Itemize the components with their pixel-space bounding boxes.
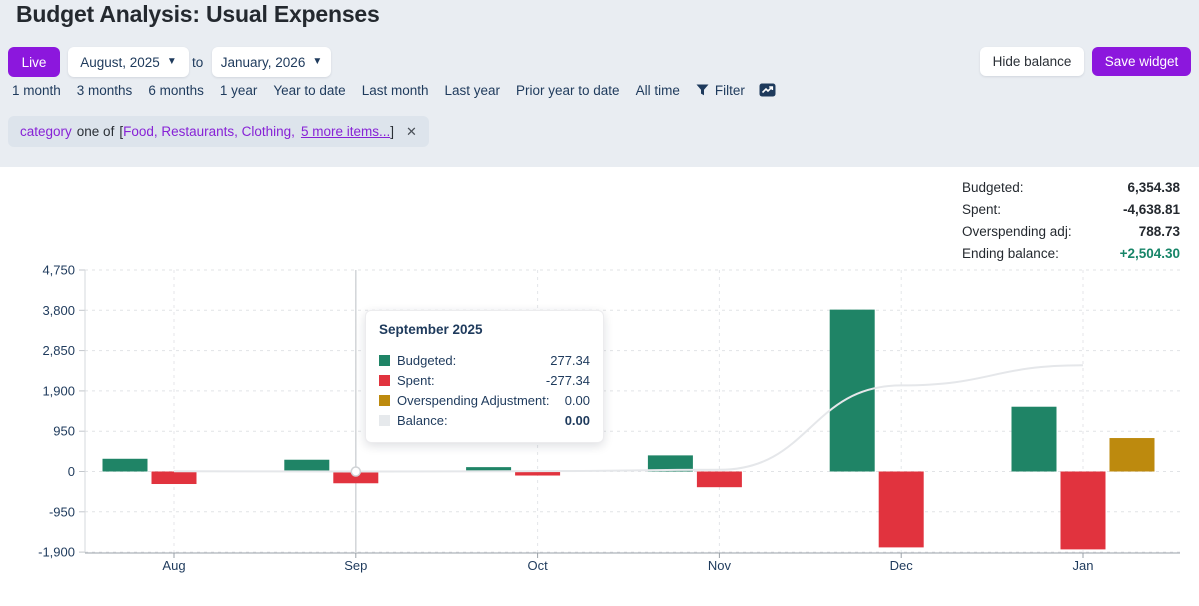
summary-row-overspending: Overspending adj: 788.73 bbox=[962, 220, 1180, 242]
tooltip-label: Overspending Adjustment: bbox=[397, 392, 550, 408]
bar-spent-aug[interactable] bbox=[151, 471, 197, 485]
range-separator: to bbox=[192, 54, 204, 70]
x-axis-label: Sep bbox=[344, 558, 367, 573]
y-axis-label: 3,800 bbox=[42, 303, 75, 318]
summary-label: Overspending adj: bbox=[962, 223, 1072, 239]
range-start-select[interactable]: August, 2025 ▼ bbox=[68, 47, 189, 77]
trending-chart-icon bbox=[759, 83, 776, 97]
quick-range-item[interactable]: Year to date bbox=[273, 82, 346, 98]
summary-row-budgeted: Budgeted: 6,354.38 bbox=[962, 176, 1180, 198]
y-axis-label: 0 bbox=[68, 464, 75, 479]
y-axis-label: -1,900 bbox=[38, 545, 75, 560]
tooltip-value: 0.00 bbox=[564, 412, 590, 428]
budgeted-swatch-icon bbox=[379, 354, 390, 366]
bar-overspending-adjustment-jan[interactable] bbox=[1109, 438, 1155, 472]
quick-range-item[interactable]: 6 months bbox=[148, 82, 204, 98]
bar-spent-dec[interactable] bbox=[878, 471, 924, 548]
quick-ranges-bar: 1 month 3 months 6 months 1 year Year to dat… bbox=[12, 81, 776, 99]
bar-budgeted-oct[interactable] bbox=[466, 467, 512, 472]
bar-spent-jan[interactable] bbox=[1060, 471, 1106, 550]
summary-row-ending-balance: Ending balance: +2,504.30 bbox=[962, 242, 1180, 264]
remove-filter-button[interactable]: ✕ bbox=[405, 123, 417, 139]
y-axis-label: -950 bbox=[49, 504, 75, 519]
quick-range-item[interactable]: Prior year to date bbox=[516, 82, 620, 98]
bar-spent-oct[interactable] bbox=[515, 471, 561, 476]
summary-value: +2,504.30 bbox=[1119, 245, 1180, 261]
x-axis-label: Dec bbox=[890, 558, 914, 573]
chart-type-button[interactable] bbox=[759, 83, 776, 97]
quick-range-item[interactable]: 1 year bbox=[219, 82, 258, 98]
bar-budgeted-sep[interactable] bbox=[284, 459, 330, 472]
filter-chip-category[interactable]: category one of [ Food, Restaurants, Clo… bbox=[8, 116, 429, 147]
quick-range-item[interactable]: All time bbox=[635, 82, 680, 98]
tooltip-label: Balance: bbox=[397, 412, 448, 428]
summary-label: Spent: bbox=[962, 201, 1002, 217]
save-widget-button[interactable]: Save widget bbox=[1092, 47, 1191, 76]
filter-chip-values: Food, Restaurants, Clothing, bbox=[123, 124, 295, 139]
filter-chip-more-link[interactable]: 5 more items... bbox=[300, 124, 391, 139]
bar-budgeted-jan[interactable] bbox=[1011, 406, 1057, 472]
chart-tooltip: September 2025 Budgeted: 277.34 Spent: -… bbox=[365, 310, 604, 443]
x-axis-label: Jan bbox=[1073, 558, 1094, 573]
summary-value: -4,638.81 bbox=[1122, 201, 1180, 217]
bar-budgeted-nov[interactable] bbox=[647, 455, 693, 472]
chevron-down-icon: ▼ bbox=[166, 56, 177, 67]
y-axis-label: 4,750 bbox=[42, 263, 75, 278]
filter-button[interactable]: Filter bbox=[696, 83, 745, 98]
y-axis-label: 950 bbox=[53, 424, 75, 439]
quick-range-item[interactable]: Last month bbox=[361, 82, 429, 98]
spent-swatch-icon bbox=[379, 374, 390, 386]
x-axis-label: Nov bbox=[708, 558, 732, 573]
summary-row-spent: Spent: -4,638.81 bbox=[962, 198, 1180, 220]
y-axis-label: 1,900 bbox=[42, 383, 75, 398]
filter-chip-field: category bbox=[20, 124, 72, 139]
tooltip-label: Spent: bbox=[397, 372, 435, 388]
tooltip-row-budgeted: Budgeted: 277.34 bbox=[379, 350, 590, 370]
tooltip-label: Budgeted: bbox=[397, 352, 457, 368]
overspending-swatch-icon bbox=[379, 394, 390, 406]
bar-spent-nov[interactable] bbox=[696, 471, 742, 488]
summary-label: Ending balance: bbox=[962, 245, 1059, 261]
x-axis-label: Aug bbox=[162, 558, 185, 573]
filter-chip-op: one of bbox=[76, 124, 115, 139]
range-start-value: August, 2025 bbox=[80, 54, 160, 70]
y-axis-label: 2,850 bbox=[42, 343, 75, 358]
chevron-down-icon: ▼ bbox=[312, 56, 323, 67]
balance-summary: Budgeted: 6,354.38 Spent: -4,638.81 Over… bbox=[962, 176, 1180, 264]
x-axis-label: Oct bbox=[527, 558, 548, 573]
quick-range-item[interactable]: 1 month bbox=[12, 82, 61, 98]
filter-chip-open-bracket: [ bbox=[119, 124, 124, 139]
tooltip-value: 0.00 bbox=[564, 392, 590, 408]
summary-label: Budgeted: bbox=[962, 179, 1024, 195]
balance-swatch-icon bbox=[379, 414, 390, 426]
summary-value: 788.73 bbox=[1138, 223, 1180, 239]
tooltip-row-balance: Balance: 0.00 bbox=[379, 410, 590, 430]
quick-range-item[interactable]: 3 months bbox=[76, 82, 133, 98]
summary-value: 6,354.38 bbox=[1127, 179, 1180, 195]
live-button[interactable]: Live bbox=[8, 47, 60, 77]
page-title: Budget Analysis: Usual Expenses bbox=[16, 1, 380, 27]
quick-range-item[interactable]: Last year bbox=[444, 82, 501, 98]
tooltip-value: 277.34 bbox=[550, 352, 590, 368]
balance-line bbox=[173, 364, 1084, 473]
tooltip-value: -277.34 bbox=[545, 372, 590, 388]
hover-dot-icon bbox=[350, 466, 362, 477]
range-end-select[interactable]: January, 2026 ▼ bbox=[212, 47, 331, 77]
bar-budgeted-aug[interactable] bbox=[102, 458, 148, 472]
funnel-icon bbox=[696, 84, 709, 96]
range-end-value: January, 2026 bbox=[220, 54, 306, 70]
tooltip-row-spent: Spent: -277.34 bbox=[379, 370, 590, 390]
filter-chip-close-bracket: ] bbox=[390, 124, 394, 139]
hide-balance-button[interactable]: Hide balance bbox=[980, 47, 1084, 76]
bar-spent-sep[interactable] bbox=[333, 471, 379, 484]
filter-label: Filter bbox=[714, 82, 745, 98]
tooltip-row-overspending: Overspending Adjustment: 0.00 bbox=[379, 390, 590, 410]
quick-range-items: 1 month 3 months 6 months 1 year Year to dat… bbox=[12, 83, 680, 98]
tooltip-title: September 2025 bbox=[379, 322, 483, 337]
